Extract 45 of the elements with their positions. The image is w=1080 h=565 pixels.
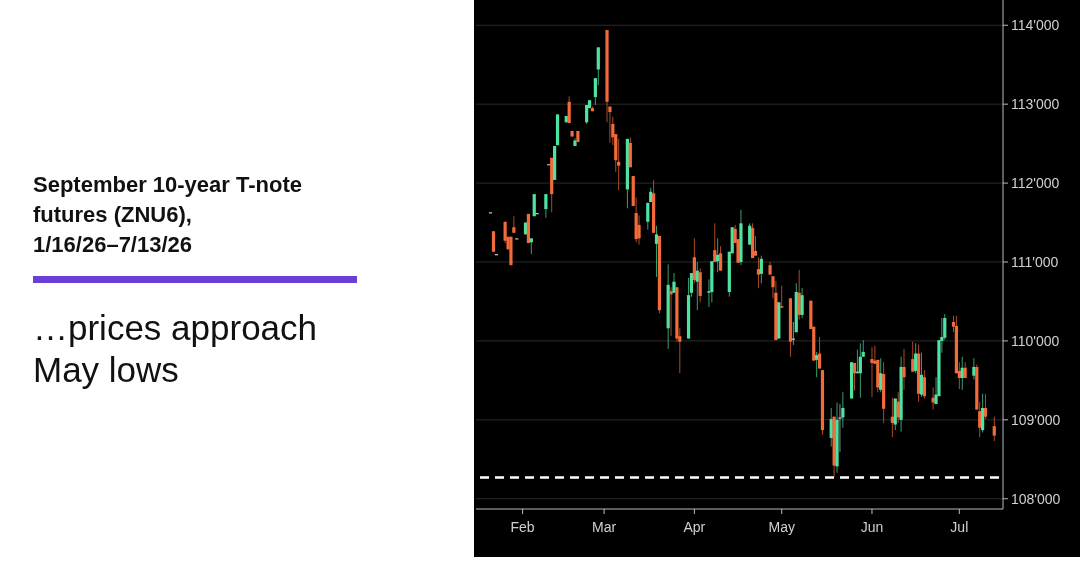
y-tick-label: 114'000 bbox=[1011, 17, 1060, 34]
x-tick-label: Apr bbox=[683, 519, 706, 535]
y-tick-label: 108'000 bbox=[1011, 490, 1061, 507]
candlestick bbox=[780, 285, 784, 309]
candlestick bbox=[669, 286, 673, 337]
candlestick bbox=[981, 393, 985, 433]
candlestick bbox=[992, 416, 996, 442]
candlestick bbox=[983, 393, 988, 420]
candlestick bbox=[713, 222, 717, 263]
candlestick bbox=[922, 369, 926, 400]
text: September 10-year T-note futures (ZNU6), 1/16/26–7/13/26 bbox=[33, 172, 302, 257]
candlestick bbox=[716, 237, 720, 273]
x-tick-label: Feb bbox=[510, 519, 535, 535]
candlestick bbox=[672, 272, 676, 294]
x-tick-label: Mar bbox=[592, 519, 617, 535]
candlestick bbox=[608, 106, 612, 144]
candlestick bbox=[692, 237, 696, 284]
candlestick bbox=[698, 267, 702, 303]
x-tick-label: Jul bbox=[950, 519, 969, 535]
candlestick bbox=[512, 215, 516, 234]
candlestick bbox=[870, 346, 874, 398]
candlestick bbox=[544, 193, 548, 219]
candlestick bbox=[911, 341, 915, 373]
y-tick-label: 113'000 bbox=[1011, 96, 1060, 113]
candlestick bbox=[858, 342, 862, 399]
candlestick bbox=[902, 348, 906, 391]
candlestick bbox=[800, 287, 804, 319]
text: …prices approach May lows bbox=[33, 308, 318, 389]
candlestick bbox=[759, 255, 763, 284]
y-tick-label: 111'000 bbox=[1011, 253, 1059, 270]
candlestick bbox=[756, 256, 761, 289]
candlestick bbox=[654, 225, 659, 278]
candlestick bbox=[815, 351, 819, 378]
x-tick-label: May bbox=[768, 519, 795, 535]
y-tick-label: 109'000 bbox=[1011, 411, 1061, 428]
candlestick bbox=[646, 202, 650, 231]
candlestick bbox=[829, 407, 833, 448]
x-tick-label: Jun bbox=[860, 519, 884, 535]
candlestick bbox=[841, 391, 845, 429]
candlestick bbox=[972, 357, 976, 381]
candlestick bbox=[838, 403, 842, 453]
y-tick-label: 110'000 bbox=[1011, 332, 1060, 349]
candlestick bbox=[748, 222, 752, 246]
candlestick bbox=[617, 138, 621, 191]
y-tick-label: 112'000 bbox=[1011, 174, 1060, 191]
